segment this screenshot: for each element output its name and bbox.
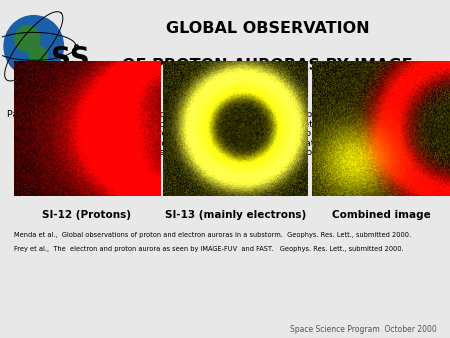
Circle shape	[15, 26, 40, 52]
Text: Combined image: Combined image	[332, 210, 430, 220]
Text: SS: SS	[51, 45, 90, 73]
Text: substorm.: substorm.	[7, 158, 63, 167]
Text: Proton auroras are caused by protons which leave the magnetosphere and: Proton auroras are caused by protons whi…	[7, 120, 372, 129]
Text: Observations of proton auroras can pin-point the onset location of the: Observations of proton auroras can pin-p…	[7, 148, 349, 158]
Text: Particle energy in the magnetosphere is carried mainly by trapped protons.: Particle energy in the magnetosphere is …	[7, 111, 366, 119]
Text: GLOBAL OBSERVATION: GLOBAL OBSERVATION	[166, 21, 369, 37]
Text: precipitate into the atmosphere. IMAGE, is the first satellite to make remote: precipitate into the atmosphere. IMAGE, …	[7, 129, 378, 139]
Text: Frey et al.,  The  electron and proton aurora as seen by IMAGE-FUV  and FAST.   : Frey et al., The electron and proton aur…	[14, 246, 403, 252]
Text: SI-12 (Protons): SI-12 (Protons)	[42, 210, 131, 220]
Text: Space Science Program  October 2000: Space Science Program October 2000	[290, 325, 436, 334]
Text: OF PROTON AURORAS BY IMAGE: OF PROTON AURORAS BY IMAGE	[122, 58, 413, 73]
Circle shape	[4, 16, 63, 77]
Text: Menda et al.,  Global observations of proton and electron auroras in a substorm.: Menda et al., Global observations of pro…	[14, 232, 410, 238]
Text: SI-13 (mainly electrons): SI-13 (mainly electrons)	[165, 210, 306, 220]
Text: sensing measurements of proton and electron auroras separately.: sensing measurements of proton and elect…	[7, 139, 330, 148]
Circle shape	[29, 46, 47, 65]
